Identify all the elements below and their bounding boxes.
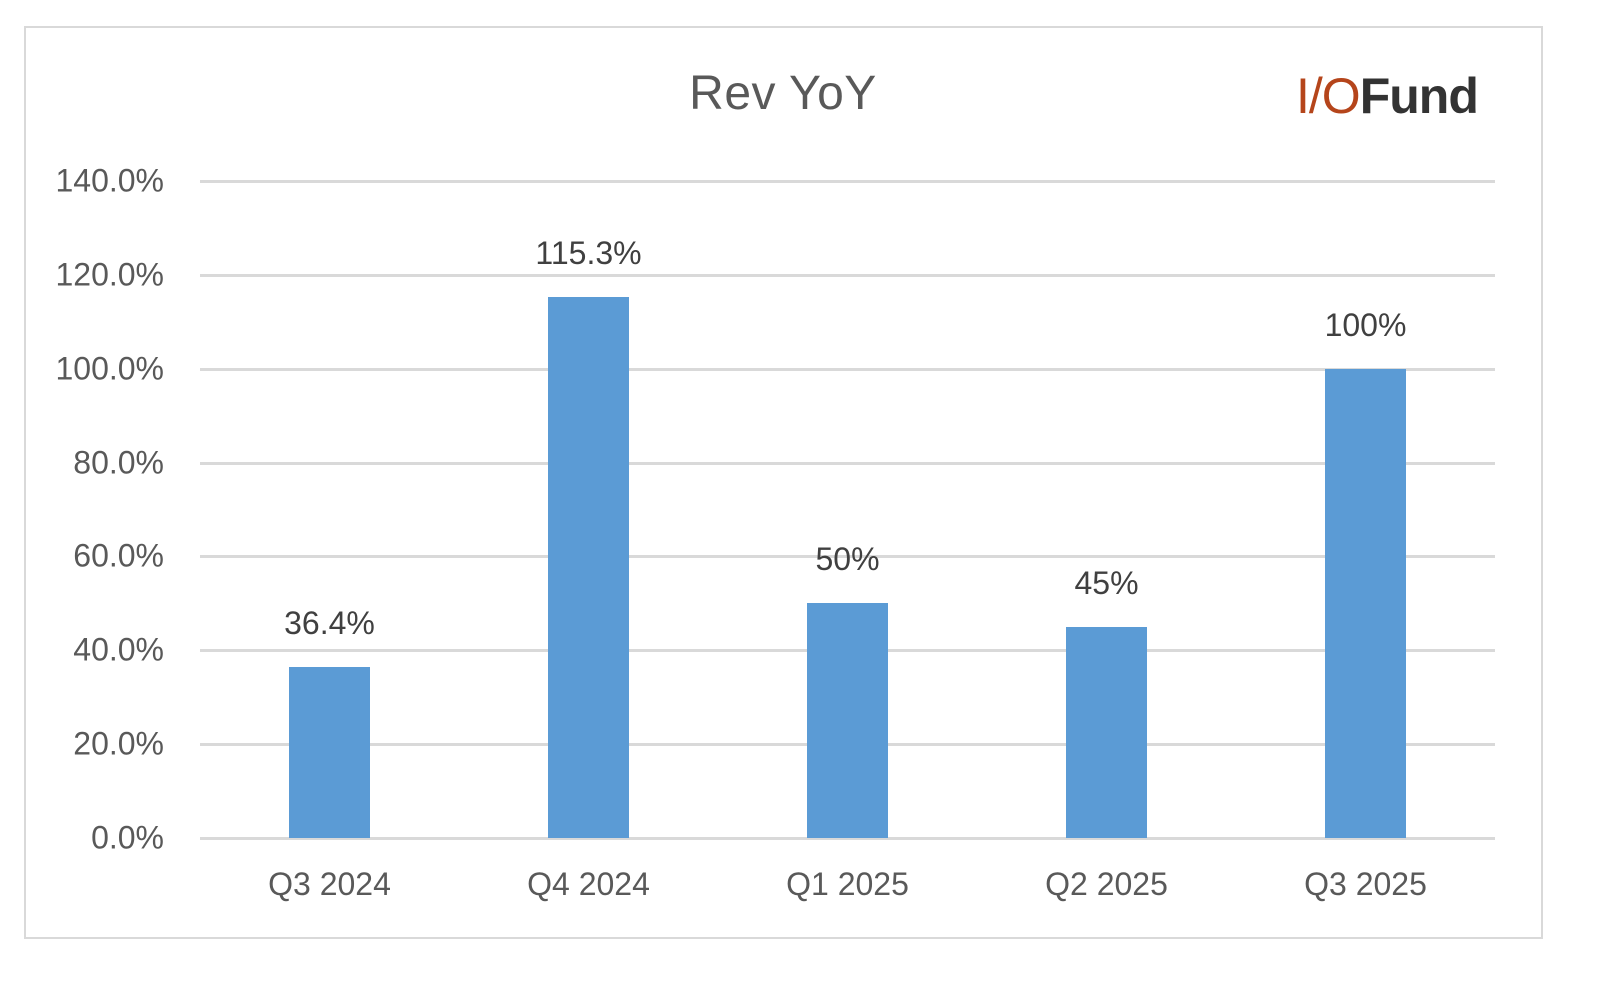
- chart-frame: [24, 26, 1543, 939]
- y-tick-label: 100.0%: [55, 350, 164, 387]
- bar-q3-2025[interactable]: [1325, 368, 1406, 838]
- data-label: 50%: [815, 541, 880, 578]
- y-tick-label: 0.0%: [91, 819, 164, 856]
- x-tick-label: Q4 2024: [527, 866, 650, 902]
- gridline: [200, 461, 1495, 465]
- gridline: [200, 367, 1495, 371]
- y-tick-label: 80.0%: [73, 444, 164, 481]
- gridline: [200, 273, 1495, 277]
- x-tick-label: Q1 2025: [786, 866, 909, 902]
- x-tick-label: Q3 2025: [1304, 866, 1427, 902]
- y-tick-label: 40.0%: [73, 631, 164, 668]
- data-label: 45%: [1074, 564, 1139, 601]
- x-tick-label: Q2 2025: [1045, 866, 1168, 902]
- bar-q4-2024[interactable]: [548, 296, 629, 838]
- gridline: [200, 180, 1495, 183]
- y-tick-label: 20.0%: [73, 725, 164, 762]
- bar-q1-2025[interactable]: [807, 603, 888, 838]
- chart-title: Rev YoY: [689, 67, 877, 120]
- y-tick-label: 120.0%: [55, 256, 164, 293]
- y-tick-label: 140.0%: [55, 162, 164, 199]
- logo-io-text: I/O: [1296, 68, 1361, 124]
- bar-q3-2024[interactable]: [289, 667, 370, 838]
- data-label: 100%: [1324, 306, 1407, 343]
- gridline: [200, 555, 1495, 559]
- plot-area: 36.4% 115.3% 50% 45% 100%: [200, 180, 1495, 840]
- data-label: 36.4%: [284, 605, 375, 642]
- x-tick-label: Q3 2024: [268, 866, 391, 902]
- logo-fund-text: Fund: [1359, 68, 1479, 124]
- data-label: 115.3%: [535, 234, 642, 271]
- gridline: [200, 837, 1495, 840]
- y-tick-label: 60.0%: [73, 537, 164, 574]
- bar-q2-2025[interactable]: [1066, 626, 1147, 838]
- brand-logo: I/OFund: [1296, 66, 1479, 126]
